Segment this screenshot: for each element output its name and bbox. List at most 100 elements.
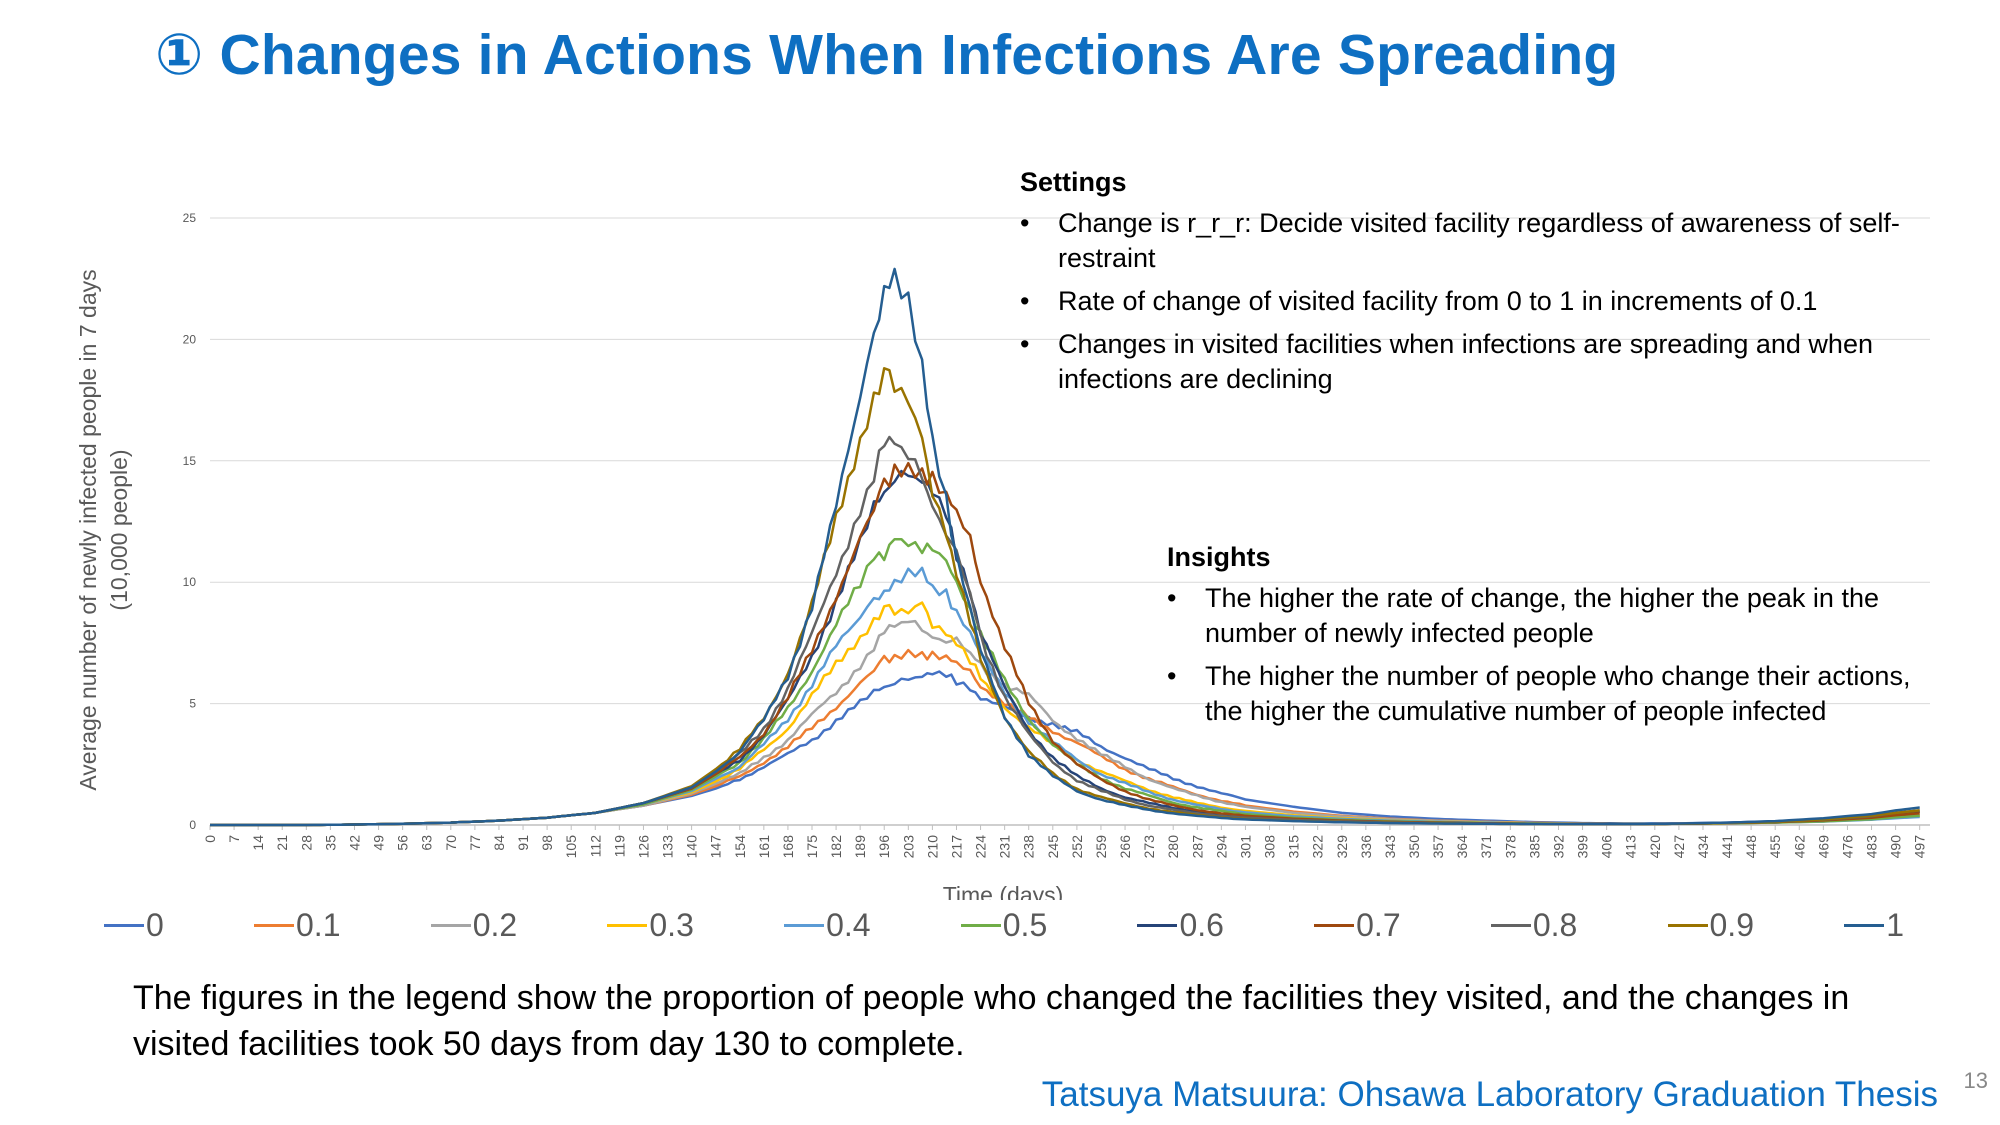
legend-swatch bbox=[1314, 923, 1355, 927]
x-tick-label: 140 bbox=[684, 835, 700, 859]
y-tick-label: 20 bbox=[183, 332, 197, 346]
y-axis-title: Average number of newly infected people … bbox=[75, 269, 101, 790]
y-tick-label: 10 bbox=[183, 575, 197, 589]
chart-legend: 0 0.1 0.2 0.3 0.4 0.5 0.6 0.7 0.8 0.9 1 bbox=[104, 905, 1904, 945]
legend-label: 0.9 bbox=[1709, 906, 1754, 943]
x-tick-label: 63 bbox=[419, 835, 435, 851]
legend-item: 0.2 bbox=[430, 906, 518, 944]
x-tick-label: 371 bbox=[1478, 835, 1494, 859]
series-line-1 bbox=[210, 267, 1920, 827]
footer-credit: Tatsuya Matsuura: Ohsawa Laboratory Grad… bbox=[1041, 1075, 1938, 1114]
x-tick-label: 280 bbox=[1165, 835, 1181, 859]
x-axis-title: Time (days) bbox=[943, 882, 1064, 900]
x-tick-label: 399 bbox=[1575, 835, 1591, 859]
x-tick-label: 35 bbox=[322, 835, 338, 851]
x-tick-label: 497 bbox=[1912, 835, 1928, 859]
x-tick-label: 406 bbox=[1599, 835, 1615, 859]
legend-swatch bbox=[1490, 923, 1531, 927]
x-tick-label: 469 bbox=[1815, 835, 1831, 859]
x-tick-label: 427 bbox=[1671, 835, 1687, 859]
x-tick-label: 462 bbox=[1791, 835, 1807, 859]
x-tick-label: 21 bbox=[274, 835, 290, 851]
legend-swatch bbox=[430, 923, 471, 927]
settings-item: • Rate of change of visited facility from… bbox=[1020, 284, 1920, 319]
x-tick-label: 182 bbox=[828, 835, 844, 859]
x-tick-label: 273 bbox=[1141, 835, 1157, 859]
x-tick-label: 217 bbox=[948, 835, 964, 859]
x-tick-label: 483 bbox=[1864, 835, 1880, 859]
x-tick-label: 434 bbox=[1695, 835, 1711, 859]
x-tick-label: 329 bbox=[1334, 835, 1350, 859]
x-tick-label: 196 bbox=[876, 835, 892, 859]
legend-item: 0.6 bbox=[1137, 906, 1224, 944]
x-tick-label: 161 bbox=[756, 835, 772, 859]
legend-label: 0.7 bbox=[1356, 906, 1401, 943]
x-tick-label: 455 bbox=[1767, 835, 1783, 859]
x-axis-ticks: 0 7 14 21 28 35 42 49 56 63 70 77 84 91 98 105 112 119 126… bbox=[202, 825, 1928, 858]
x-tick-label: 42 bbox=[346, 835, 362, 851]
x-tick-label: 119 bbox=[611, 835, 627, 858]
bullet-glyph: • bbox=[1167, 661, 1177, 691]
x-tick-label: 7 bbox=[226, 835, 242, 843]
legend-swatch bbox=[1667, 923, 1708, 927]
legend-label: 0.4 bbox=[826, 906, 871, 943]
legend-item: 0 bbox=[104, 907, 164, 944]
legend-label: 0.8 bbox=[1532, 906, 1578, 943]
x-tick-label: 245 bbox=[1045, 835, 1061, 859]
chart-series bbox=[210, 267, 1920, 827]
legend-label: 0.2 bbox=[472, 906, 518, 943]
bullet-glyph: • bbox=[1020, 208, 1030, 238]
x-tick-label: 28 bbox=[298, 835, 314, 851]
legend-item: 0.1 bbox=[254, 907, 340, 944]
insights-list: • The higher the rate of change, the high… bbox=[1167, 581, 1927, 729]
x-tick-label: 175 bbox=[804, 835, 820, 859]
x-tick-label: 476 bbox=[1839, 835, 1855, 859]
y-axis-ticks: 0 5 10 15 20 25 bbox=[183, 211, 197, 832]
legend-item: 0.5 bbox=[960, 906, 1048, 944]
insights-panel: Insights • The higher the rate of change,… bbox=[1167, 540, 1927, 737]
legend-swatch bbox=[254, 923, 294, 927]
legend-label: 0.5 bbox=[1002, 906, 1048, 943]
settings-item-text: Change is r_r_r: Decide visited facility… bbox=[1058, 208, 1900, 273]
legend-item: 0.4 bbox=[784, 906, 871, 944]
x-tick-label: 231 bbox=[997, 835, 1013, 859]
legend-label: 0.1 bbox=[296, 906, 341, 943]
x-tick-label: 357 bbox=[1430, 835, 1446, 859]
legend-label: 0.6 bbox=[1179, 906, 1224, 943]
legend-label: 0 bbox=[146, 906, 164, 943]
x-tick-label: 189 bbox=[852, 835, 868, 859]
legend-swatch bbox=[960, 923, 1001, 927]
x-tick-label: 112 bbox=[587, 835, 603, 858]
settings-item-text: Rate of change of visited facility from … bbox=[1058, 286, 1818, 316]
x-tick-label: 238 bbox=[1021, 835, 1037, 859]
x-tick-label: 0 bbox=[202, 835, 218, 843]
x-tick-label: 413 bbox=[1623, 835, 1639, 859]
x-tick-label: 287 bbox=[1189, 835, 1205, 859]
y-tick-label: 5 bbox=[189, 697, 196, 711]
insights-item: • The higher the rate of change, the high… bbox=[1167, 581, 1927, 651]
settings-panel: Settings • Change is r_r_r: Decide visite… bbox=[1020, 165, 1920, 405]
bullet-glyph: • bbox=[1167, 583, 1177, 613]
x-tick-label: 441 bbox=[1719, 835, 1735, 859]
settings-list: • Change is r_r_r: Decide visited facilit… bbox=[1020, 206, 1920, 397]
x-tick-label: 448 bbox=[1743, 835, 1759, 859]
insights-item-text: The higher the rate of change, the highe… bbox=[1205, 583, 1879, 648]
legend-swatch bbox=[104, 923, 144, 927]
legend-item: 0.9 bbox=[1667, 906, 1754, 944]
x-tick-label: 336 bbox=[1358, 835, 1374, 859]
settings-item-text: Changes in visited facilities when infec… bbox=[1058, 329, 1873, 394]
settings-item: • Change is r_r_r: Decide visited facilit… bbox=[1020, 206, 1920, 276]
x-tick-label: 224 bbox=[973, 835, 989, 859]
y-tick-label: 15 bbox=[183, 454, 197, 468]
x-tick-label: 308 bbox=[1262, 835, 1278, 859]
x-tick-label: 420 bbox=[1647, 835, 1663, 859]
x-tick-label: 70 bbox=[443, 835, 459, 851]
insights-item-text: The higher the number of people who chan… bbox=[1205, 661, 1911, 726]
legend-label: 1 bbox=[1886, 906, 1904, 943]
x-tick-label: 490 bbox=[1888, 835, 1904, 859]
y-tick-label: 25 bbox=[183, 211, 197, 225]
insights-item: • The higher the number of people who cha… bbox=[1167, 659, 1927, 729]
bullet-glyph: • bbox=[1020, 286, 1030, 316]
legend-item: 0.8 bbox=[1490, 906, 1578, 944]
legend-swatch bbox=[1137, 923, 1178, 927]
